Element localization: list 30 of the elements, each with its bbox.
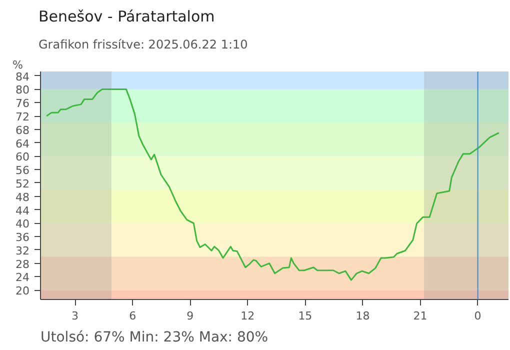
x-tick-label: 15 xyxy=(298,310,312,322)
x-tick-label: 9 xyxy=(186,310,194,322)
y-tick-label: 84 xyxy=(16,70,30,84)
chart-subtitle: Grafikon frissítve: 2025.06.22 1:10 xyxy=(38,38,248,52)
y-tick-label: 60 xyxy=(16,150,30,164)
y-tick-label: 80 xyxy=(16,84,30,97)
chart-title: Benešov - Páratartalom xyxy=(38,8,215,26)
y-tick-label: 64 xyxy=(16,137,30,150)
y-tick-label: 44 xyxy=(16,204,30,218)
y-tick-label: 48 xyxy=(16,190,30,204)
line-series xyxy=(46,88,500,281)
y-tick-label: 72 xyxy=(16,110,30,124)
y-tick-label: 76 xyxy=(16,97,30,110)
y-tick-label: 56 xyxy=(16,164,30,178)
y-tick-label: 36 xyxy=(16,231,30,244)
y-tick-label: 24 xyxy=(16,271,30,284)
text: Utolsó: 67% Min: 23% Max: 80% xyxy=(40,330,268,346)
y-tick-label: 52 xyxy=(16,177,30,190)
y-tick-label: 20 xyxy=(16,284,30,298)
y-axis-title: % xyxy=(12,58,23,72)
x-tick-label: 6 xyxy=(129,310,136,322)
y-tick-label: 68 xyxy=(16,124,30,137)
x-tick-label: 0 xyxy=(474,310,482,322)
x-tick-label: 18 xyxy=(356,310,370,322)
y-tick-label: 32 xyxy=(16,244,30,258)
y-tick-label: 28 xyxy=(16,258,30,271)
x-tick-label: 3 xyxy=(72,310,79,322)
y-tick-label: 40 xyxy=(16,218,30,231)
x-tick-label: 12 xyxy=(240,310,255,322)
x-tick-label: 21 xyxy=(413,310,428,322)
